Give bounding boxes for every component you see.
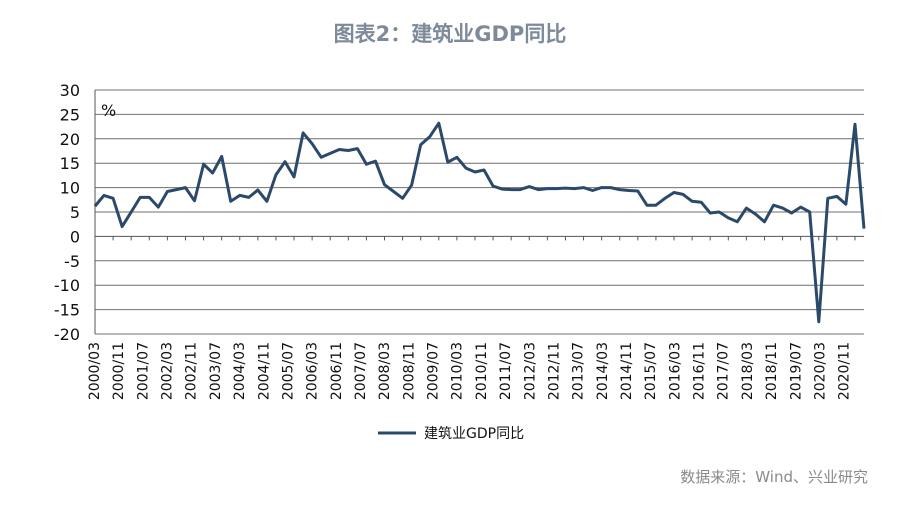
x-tick-label: 2004/03 xyxy=(232,342,248,400)
source-note: 数据来源：Wind、兴业研究 xyxy=(680,466,868,487)
x-tick-label: 2013/07 xyxy=(571,342,587,400)
y-tick-label: -5 xyxy=(64,252,80,271)
x-tick-label: 2009/07 xyxy=(426,342,442,400)
x-tick-label: 2011/07 xyxy=(498,342,514,400)
legend-label: 建筑业GDP同比 xyxy=(424,426,524,442)
legend: 建筑业GDP同比 xyxy=(378,426,524,442)
x-tick-label: 2000/03 xyxy=(87,342,103,400)
y-tick-label: 30 xyxy=(60,81,80,100)
x-tick-label: 2008/03 xyxy=(377,342,393,400)
y-tick-label: 10 xyxy=(60,179,80,198)
unit-label: % xyxy=(101,101,116,120)
x-tick-label: 2010/11 xyxy=(474,342,490,400)
y-tick-label: 20 xyxy=(60,130,80,149)
x-tick-label: 2000/11 xyxy=(111,342,127,400)
x-tick-label: 2010/03 xyxy=(450,342,466,400)
x-tick-label: 2003/07 xyxy=(208,342,224,400)
x-tick-label: 2006/11 xyxy=(329,342,345,400)
x-tick-label: 2002/11 xyxy=(184,342,200,400)
y-tick-label: -10 xyxy=(54,276,80,295)
x-tick-label: 2004/11 xyxy=(256,342,272,400)
x-tick-label: 2016/03 xyxy=(667,342,683,400)
x-tick-label: 2015/07 xyxy=(643,342,659,400)
y-tick-label: -20 xyxy=(54,325,80,344)
x-tick-label: 2007/07 xyxy=(353,342,369,400)
x-tick-label: 2012/03 xyxy=(522,342,538,400)
series-line xyxy=(95,123,864,322)
y-tick-label: 25 xyxy=(60,105,80,124)
x-tick-label: 2002/03 xyxy=(160,342,176,400)
x-tick-label: 2014/03 xyxy=(595,342,611,400)
x-tick-label: 2012/11 xyxy=(547,342,563,400)
x-tick-label: 2017/07 xyxy=(716,342,732,400)
x-tick-label: 2020/11 xyxy=(837,342,853,400)
x-tick-label: 2019/07 xyxy=(788,342,804,400)
x-tick-label: 2016/11 xyxy=(692,342,708,400)
gridlines xyxy=(95,90,864,334)
x-tick-label: 2018/11 xyxy=(764,342,780,400)
y-tick-label: 0 xyxy=(70,227,80,246)
x-tick-label: 2001/07 xyxy=(135,342,151,400)
x-tick-label: 2018/03 xyxy=(740,342,756,400)
x-tick-label: 2006/03 xyxy=(305,342,321,400)
y-tick-labels: -20 -15 -10 -5 0 5 10 15 20 25 30 xyxy=(54,81,80,344)
x-tick-label: 2005/07 xyxy=(281,342,297,400)
y-tick-label: -15 xyxy=(54,301,80,320)
x-tick-labels: 2000/03 2000/11 2001/07 2002/03 2002/11 2003/… xyxy=(87,342,853,400)
series-lines xyxy=(95,123,864,322)
y-tick-label: 5 xyxy=(70,203,80,222)
x-tick-label: 2014/11 xyxy=(619,342,635,400)
x-tick-label: 2008/11 xyxy=(401,342,417,400)
y-tick-label: 15 xyxy=(60,154,80,173)
x-tick-label: 2020/03 xyxy=(813,342,829,400)
